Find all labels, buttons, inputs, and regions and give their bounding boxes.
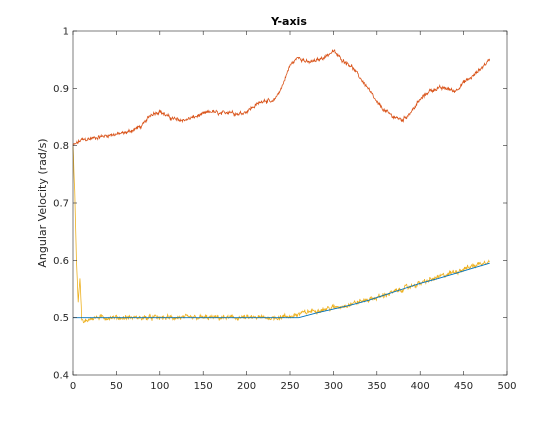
- x-tick-label: 150: [194, 381, 213, 392]
- y-tick-label: 0.7: [53, 199, 69, 210]
- x-axis-ticks: 0 50 100 150 200 250 300 350 400 450 500: [70, 31, 517, 392]
- x-tick-label: 0: [70, 381, 76, 392]
- x-tick-label: 250: [280, 381, 299, 392]
- series-line-1: [72, 48, 491, 146]
- plot-lines: [72, 48, 491, 324]
- x-tick-label: 500: [497, 381, 516, 392]
- y-tick-label: 0.9: [53, 84, 69, 95]
- y-tick-label: 0.8: [53, 141, 69, 152]
- x-tick-label: 50: [110, 381, 123, 392]
- chart-title: Y-axis: [270, 15, 307, 28]
- y-tick-label: 0.5: [53, 313, 69, 324]
- y-tick-label: 0.6: [53, 256, 69, 267]
- y-tick-label: 0.4: [53, 371, 69, 382]
- x-tick-label: 100: [150, 381, 169, 392]
- x-tick-label: 300: [324, 381, 343, 392]
- x-tick-label: 450: [454, 381, 473, 392]
- x-tick-label: 350: [367, 381, 386, 392]
- x-tick-label: 400: [411, 381, 430, 392]
- y-tick-label: 1: [63, 27, 69, 38]
- series-line-3: [73, 262, 490, 319]
- y-axis-ticks: 0.4 0.5 0.6 0.7 0.8 0.9 1: [53, 27, 507, 382]
- y-axis-label: Angular Velocity (rad/s): [36, 138, 49, 267]
- x-tick-label: 200: [237, 381, 256, 392]
